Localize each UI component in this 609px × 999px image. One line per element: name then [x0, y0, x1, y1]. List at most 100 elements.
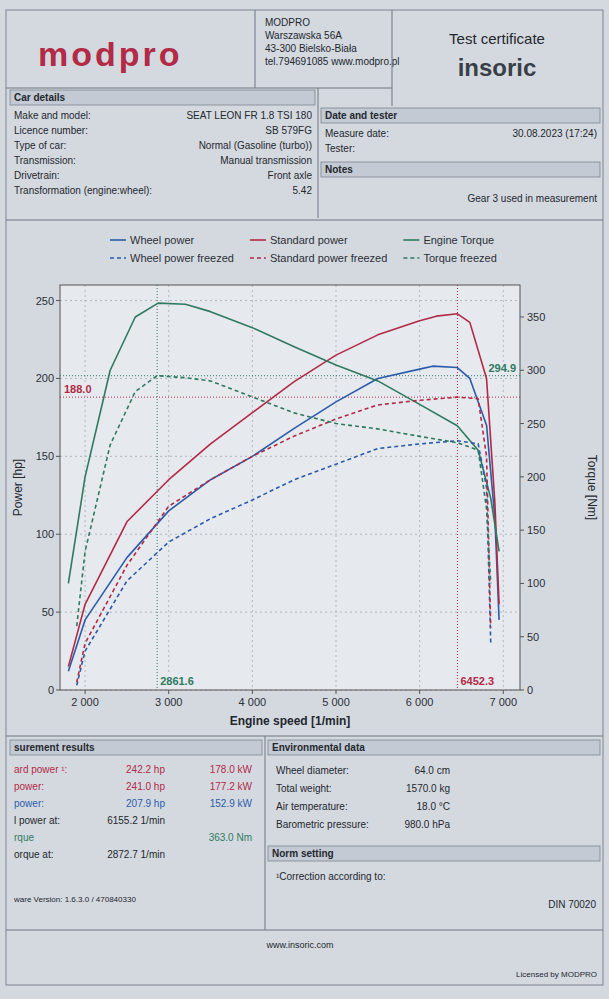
tick — [56, 300, 60, 301]
tick — [56, 690, 60, 691]
footer-url: www.insoric.com — [265, 940, 333, 950]
grid-line — [60, 534, 520, 535]
address: tel.794691085 www.modpro.pl — [265, 56, 400, 67]
result-value: 242.2 hp — [126, 764, 165, 775]
legend-swatch — [250, 257, 266, 259]
tick — [56, 456, 60, 457]
result-label: ard power ¹: — [14, 764, 67, 775]
axis-title: Power [hp] — [11, 459, 25, 516]
result-label: l power at: — [14, 815, 60, 826]
legend-label: Wheel power — [130, 234, 195, 246]
field-label: Drivetrain: — [14, 170, 60, 181]
field-label: Measure date: — [325, 128, 389, 139]
field-value: 1570.0 kg — [406, 783, 450, 794]
grid-line — [419, 285, 420, 690]
software: ware Version: 1.6.3.0 / 470840330 — [13, 895, 136, 904]
section-title: Car details — [14, 92, 66, 103]
legend-label: Wheel power freezed — [130, 252, 234, 264]
rule — [6, 736, 603, 737]
field-value: Normal (Gasoline (turbo)) — [199, 140, 312, 151]
tick-label: 250 — [36, 295, 54, 307]
field-label: Type of car: — [14, 140, 66, 151]
label-patch — [63, 383, 93, 395]
field-value: DIN 70020 — [548, 899, 596, 910]
tick — [520, 690, 524, 691]
result-value: 207.9 hp — [126, 798, 165, 809]
tick — [520, 316, 524, 317]
field-value: 5.42 — [293, 185, 313, 196]
certificate-title: Test certificate — [449, 30, 545, 47]
section-bar — [268, 740, 600, 755]
field-value: Front axle — [268, 170, 313, 181]
series-line — [68, 314, 499, 667]
tick — [56, 534, 60, 535]
grid-line — [85, 285, 86, 690]
legend-label: Standard power freezed — [270, 252, 387, 264]
annotation: 2861.6 — [160, 675, 194, 687]
tick — [520, 476, 524, 477]
axis-title: Engine speed [1/min] — [230, 714, 351, 728]
tick-label: 50 — [42, 606, 54, 618]
grid-line — [60, 378, 520, 379]
cursor-line — [457, 285, 458, 690]
plot-area — [60, 285, 520, 690]
tick-label: 200 — [527, 471, 545, 483]
tick — [503, 690, 504, 694]
result-value: 6155.2 1/min — [107, 815, 165, 826]
tick — [520, 530, 524, 531]
axis-title: Torque [Nm] — [585, 455, 599, 520]
tick-label: 0 — [527, 684, 533, 696]
legend-item: Engine Torque — [403, 234, 494, 246]
tick-label: 3 000 — [155, 696, 183, 708]
field-value: 980.0 hPa — [404, 819, 450, 830]
result-label: orque at: — [14, 849, 53, 860]
tick-label: 0 — [48, 684, 54, 696]
tick — [336, 690, 337, 694]
plot-marks — [60, 285, 520, 690]
annotation: 6452.3 — [460, 675, 494, 687]
series-line — [77, 397, 491, 682]
result-label: power: — [14, 781, 44, 792]
rule — [255, 10, 256, 88]
tick-label: 5 000 — [322, 696, 350, 708]
field-label: Transformation (engine:wheel): — [14, 185, 152, 196]
grid-line — [60, 300, 520, 301]
result-value: 2872.7 1/min — [107, 849, 165, 860]
tick — [56, 612, 60, 613]
brand: insoric — [458, 54, 537, 81]
field-value: 64.0 cm — [414, 765, 450, 776]
field-value: Manual transmission — [220, 155, 312, 166]
section-title: surement results — [14, 742, 95, 753]
tick — [419, 690, 420, 694]
legend-label: Torque freezed — [423, 252, 496, 264]
series-line — [77, 376, 491, 626]
field-label: Air temperature: — [276, 801, 348, 812]
rule — [6, 88, 392, 89]
field-label: Transmission: — [14, 155, 76, 166]
section-bar — [321, 162, 600, 177]
series-line — [77, 441, 491, 686]
result-label: power: — [14, 798, 44, 809]
tick-label: 100 — [36, 528, 54, 540]
label-patch — [459, 675, 495, 687]
legend-item: Wheel power — [110, 234, 195, 246]
legend-item: Wheel power freezed — [110, 252, 234, 264]
section-bar — [10, 740, 262, 755]
tick — [85, 690, 86, 694]
tick-label: 350 — [527, 311, 545, 323]
legend-label: Standard power — [270, 234, 348, 246]
tick — [520, 423, 524, 424]
legend-swatch — [403, 239, 419, 241]
legend-item: Standard power freezed — [250, 252, 387, 264]
tick-label: 250 — [527, 418, 545, 430]
field-value: 30.08.2023 (17:24) — [512, 128, 597, 139]
cursor-line — [157, 285, 158, 690]
legend-label: Engine Torque — [423, 234, 494, 246]
cursor-line — [60, 375, 520, 376]
annotation: 294.9 — [488, 362, 516, 374]
tick-label: 300 — [527, 364, 545, 376]
field-value: 18.0 °C — [417, 801, 450, 812]
label-patch — [159, 675, 195, 687]
result-value: 178.0 kW — [210, 764, 253, 775]
field-value: SEAT LEON FR 1.8 TSI 180 — [186, 110, 312, 121]
